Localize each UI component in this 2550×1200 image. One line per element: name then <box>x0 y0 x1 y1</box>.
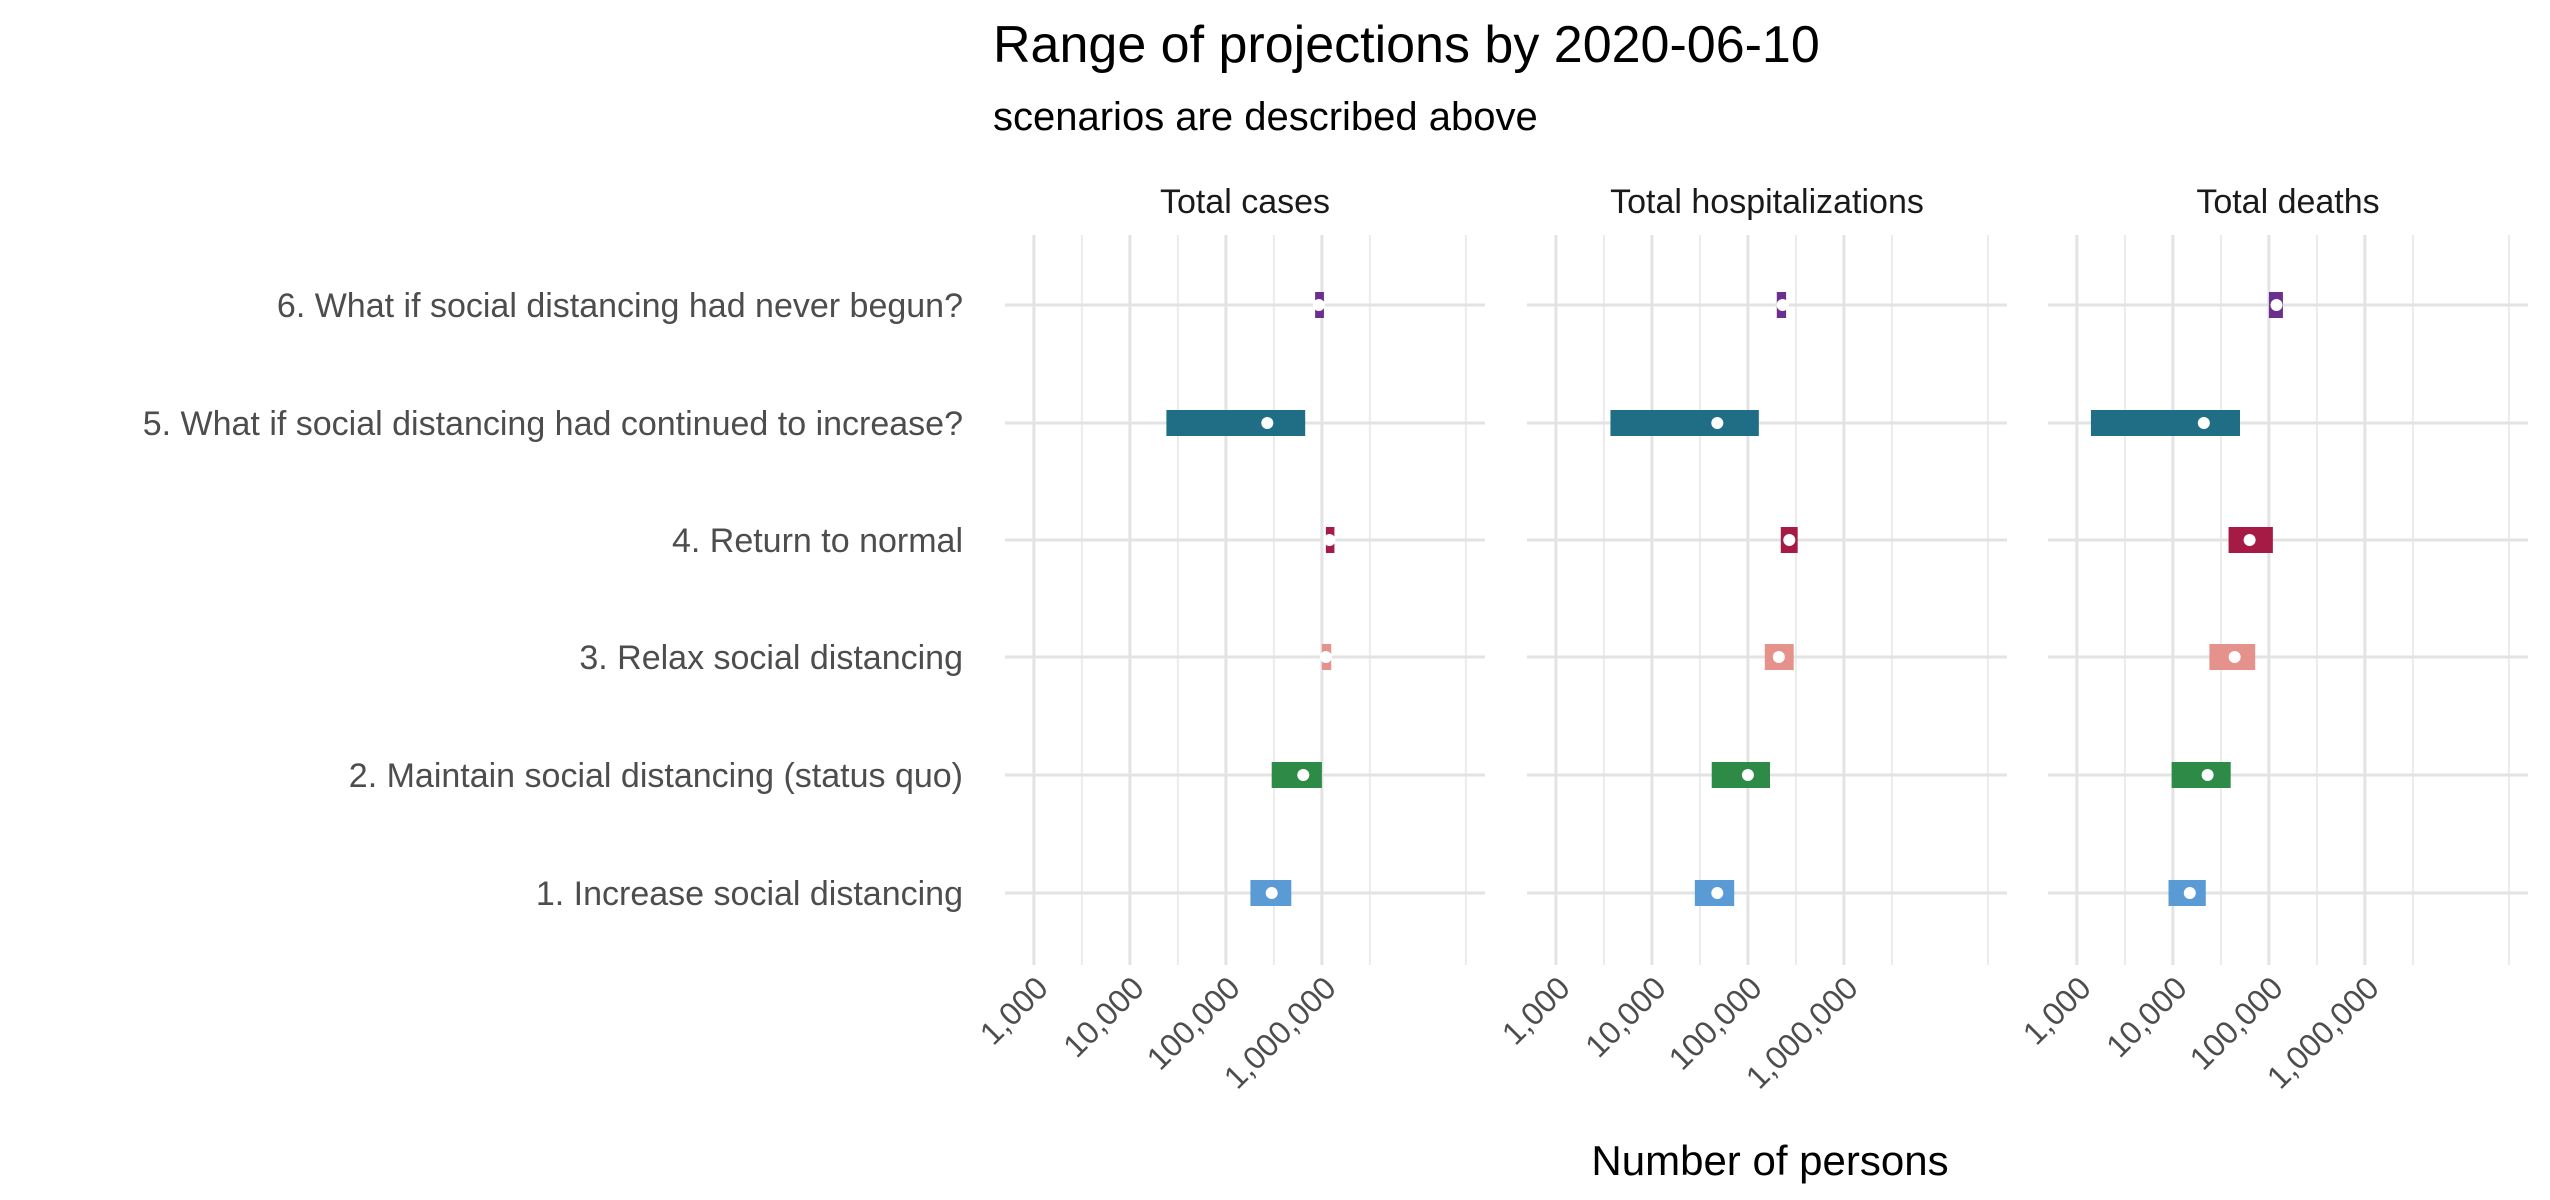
median-point <box>2270 299 2283 311</box>
y-axis-label: 1. Increase social distancing <box>536 875 963 913</box>
median-point <box>1312 299 1325 311</box>
x-tick-label: 1,000 <box>973 969 1055 1051</box>
x-tick-label: 1,000 <box>2016 969 2098 1051</box>
x-axis-title: Number of persons <box>1591 1137 1948 1184</box>
median-point <box>2183 887 2196 899</box>
median-point <box>1776 299 1789 311</box>
y-axis-label: 6. What if social distancing had never b… <box>277 287 963 325</box>
median-point <box>2228 651 2241 663</box>
y-axis-label: 5. What if social distancing had continu… <box>143 405 963 443</box>
range-bar <box>1271 762 1322 788</box>
median-point <box>1741 769 1754 781</box>
y-axis-label: 3. Relax social distancing <box>579 639 963 677</box>
range-bar <box>2090 410 2240 436</box>
range-bar <box>2171 762 2231 788</box>
facet-title: Total hospitalizations <box>1610 183 1924 221</box>
median-point <box>1265 887 1278 899</box>
x-tick-label: 10,000 <box>2099 969 2194 1064</box>
range-bar <box>1166 410 1306 436</box>
median-point <box>1297 769 1310 781</box>
facet-title: Total deaths <box>2196 183 2379 221</box>
median-point <box>2197 417 2210 429</box>
chart-subtitle: scenarios are described above <box>993 95 1538 139</box>
y-axis-label: 2. Maintain social distancing (status qu… <box>349 757 963 795</box>
y-axis-labels: 1. Increase social distancing 2. Maintain… <box>143 287 963 913</box>
x-tick-label: 1,000 <box>1495 969 1577 1051</box>
median-point <box>1323 534 1336 546</box>
median-point <box>1261 417 1274 429</box>
y-axis-label: 4. Return to normal <box>672 522 963 560</box>
facet-title: Total cases <box>1160 183 1330 221</box>
x-tick-label: 10,000 <box>1578 969 1673 1064</box>
range-bar <box>1711 762 1771 788</box>
median-point <box>2201 769 2214 781</box>
chart-title: Range of projections by 2020-06-10 <box>993 16 1820 74</box>
median-point <box>1711 887 1724 899</box>
x-tick-label: 10,000 <box>1056 969 1151 1064</box>
median-point <box>2243 534 2256 546</box>
range-bar <box>1610 410 1759 436</box>
median-point <box>1783 534 1796 546</box>
median-point <box>1772 651 1785 663</box>
median-point <box>1711 417 1724 429</box>
median-point <box>1319 651 1332 663</box>
